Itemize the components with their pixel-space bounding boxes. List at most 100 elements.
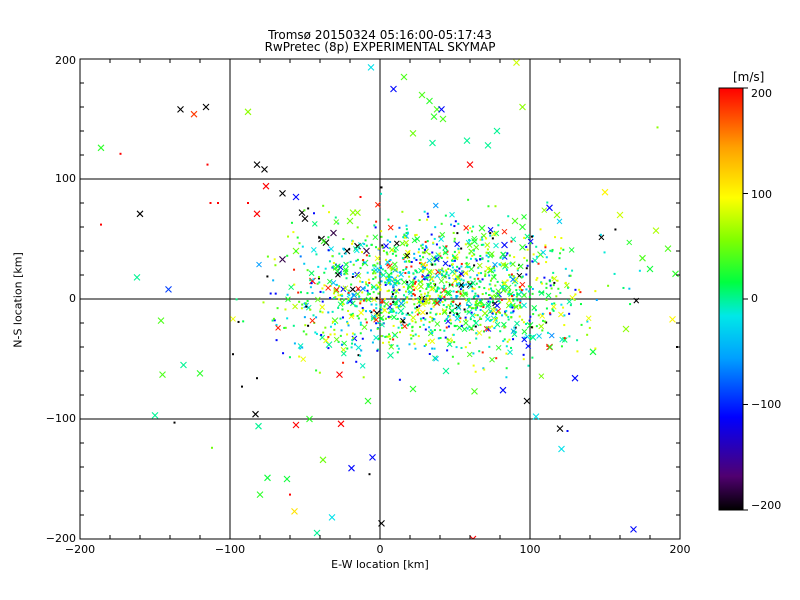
data-point-dot: [396, 317, 399, 320]
data-point-dot: [396, 344, 399, 347]
data-point-dot: [430, 307, 433, 310]
data-point-x: [360, 285, 366, 292]
data-point-x: [480, 232, 487, 239]
data-point-dot: [545, 298, 548, 301]
data-point-dot: [520, 276, 523, 279]
data-point-dot: [371, 286, 374, 289]
data-point-x: [538, 290, 545, 296]
data-point-dot: [357, 317, 360, 320]
data-point-x: [419, 309, 426, 316]
data-point-dot: [371, 341, 374, 344]
data-point-dot: [546, 201, 549, 204]
data-point-dot: [410, 265, 413, 268]
data-point-dot: [370, 329, 373, 332]
data-point-x: [429, 139, 436, 147]
data-point-dot: [559, 252, 562, 255]
data-point-dot: [388, 335, 391, 338]
data-point-dot: [563, 337, 566, 340]
data-point-dot: [435, 243, 438, 246]
data-point-dot: [479, 280, 482, 283]
data-point-dot: [504, 263, 507, 266]
data-point-dot: [340, 272, 343, 275]
data-point-dot: [482, 367, 485, 370]
data-point-dot: [282, 352, 285, 355]
data-point-dot: [333, 289, 336, 292]
data-point-dot: [523, 236, 526, 239]
data-point-x: [466, 161, 474, 168]
data-point-dot: [453, 341, 456, 344]
data-point-dot: [550, 287, 553, 290]
data-point-dot: [431, 347, 434, 350]
data-point-dot: [514, 326, 517, 329]
data-point-dot: [406, 296, 409, 299]
data-point-dot: [469, 306, 472, 309]
data-point-dot: [544, 246, 547, 249]
data-point-dot: [380, 317, 383, 320]
data-point-x: [328, 514, 336, 521]
data-point-x: [523, 397, 531, 405]
data-point-dot: [426, 240, 429, 243]
data-point-dot: [444, 336, 447, 339]
data-point-dot: [532, 235, 535, 238]
data-point-dot: [405, 232, 408, 235]
data-point-x: [319, 456, 327, 464]
data-point-dot: [359, 300, 362, 303]
data-point-dot: [535, 245, 538, 248]
data-point-dot: [334, 216, 337, 219]
data-point-x: [355, 272, 362, 279]
data-point-dot: [511, 306, 514, 309]
data-point-dot: [262, 301, 265, 304]
data-point-dot: [427, 285, 430, 288]
data-point-dot: [422, 269, 425, 272]
data-point-dot: [531, 356, 534, 359]
data-point-dot: [286, 317, 289, 320]
data-point-dot: [516, 267, 519, 270]
data-point-dot: [628, 287, 631, 290]
data-point-x: [409, 385, 417, 393]
data-point-x: [342, 285, 349, 292]
data-point-dot: [385, 258, 388, 261]
data-point-dot: [478, 286, 481, 289]
data-point-dot: [445, 269, 448, 272]
data-point-dot: [410, 261, 413, 264]
data-point-dot: [460, 286, 463, 289]
data-point-dot: [329, 325, 332, 328]
data-point-x: [244, 108, 252, 116]
data-point-x: [426, 257, 433, 264]
data-point-dot: [439, 329, 442, 332]
data-point-x: [349, 286, 356, 293]
data-point-dot: [311, 291, 314, 294]
data-point-dot: [389, 283, 392, 286]
data-point-dot: [406, 231, 409, 234]
data-point-dot: [510, 240, 513, 243]
data-point-dot: [449, 305, 452, 308]
data-point-dot: [429, 315, 432, 318]
data-point-dot: [552, 284, 555, 287]
data-point-dot: [438, 246, 441, 249]
data-point-dot: [402, 285, 405, 288]
data-point-dot: [232, 353, 234, 356]
data-point-dot: [490, 289, 493, 292]
data-point-dot: [381, 244, 384, 247]
data-point-dot: [402, 236, 405, 239]
data-point-dot: [541, 329, 544, 332]
data-point-dot: [441, 300, 444, 303]
data-point-dot: [301, 346, 304, 349]
data-point-dot: [389, 258, 392, 261]
data-point-dot: [507, 291, 510, 294]
data-point-dot: [284, 308, 287, 311]
data-point-dot: [456, 282, 459, 285]
data-point-dot: [392, 310, 395, 313]
data-point-x: [478, 224, 486, 232]
data-point-dot: [271, 319, 274, 322]
data-point-x: [495, 344, 502, 351]
data-point-dot: [458, 273, 461, 276]
data-point-dot: [384, 317, 387, 320]
data-point-dot: [206, 163, 209, 166]
data-point-dot: [275, 339, 278, 342]
data-point-dot: [425, 288, 428, 291]
data-point-dot: [423, 276, 426, 279]
data-point-dot: [521, 318, 524, 321]
data-point-dot: [420, 298, 423, 301]
data-point-x: [291, 508, 298, 515]
